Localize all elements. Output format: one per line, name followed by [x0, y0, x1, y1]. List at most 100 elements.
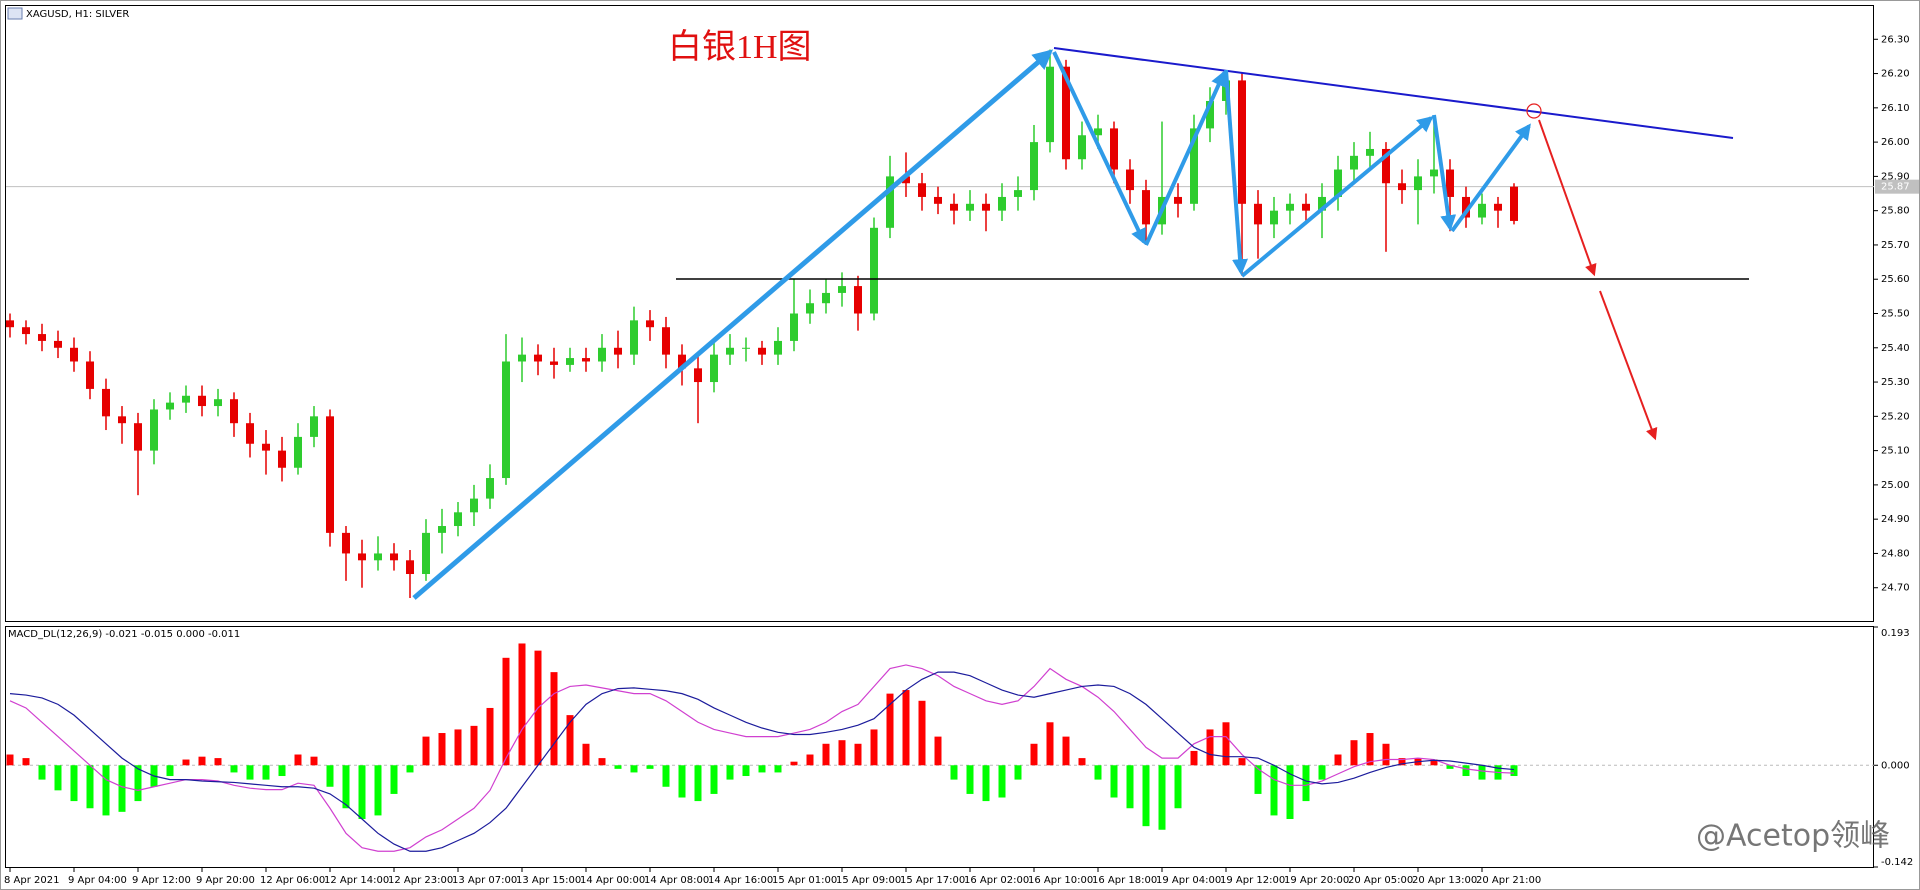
candle-body [982, 203, 990, 211]
candle-body [1430, 169, 1438, 177]
macd-bar [1238, 758, 1246, 766]
macd-bar [1174, 765, 1182, 809]
macd-bar [38, 765, 46, 780]
macd-bar [710, 765, 718, 794]
macd-bar [582, 743, 590, 766]
candle-body [422, 532, 430, 575]
macd-bar [1190, 750, 1198, 766]
macd-bar [166, 765, 174, 777]
macd-bar [1094, 765, 1102, 780]
candle-body [662, 327, 670, 355]
macd-bar [86, 765, 94, 809]
candle-body [598, 347, 606, 362]
forecast-arrow [1538, 119, 1597, 277]
touch-circle [1526, 103, 1542, 119]
candle-body [742, 347, 750, 349]
x-tick-label: 14 Apr 08:00 [644, 875, 709, 886]
candle-body [886, 176, 894, 228]
macd-bar [1350, 740, 1358, 766]
candle-body [838, 286, 846, 293]
macd-bar [1510, 765, 1518, 777]
current-price-box [1875, 179, 1919, 194]
y-tick-label: 26.30 [1881, 34, 1910, 45]
x-tick-label: 19 Apr 04:00 [1156, 875, 1221, 886]
watermark: @Acetop领峰 [1696, 819, 1890, 854]
macd-bar [1014, 765, 1022, 780]
x-tick-label: 15 Apr 01:00 [772, 875, 837, 886]
macd-bar [1046, 722, 1054, 766]
macd-bar [262, 765, 270, 780]
macd-bar [950, 765, 958, 780]
macd-bar [694, 765, 702, 802]
candle-body [966, 203, 974, 211]
x-tick-label: 12 Apr 06:00 [260, 875, 325, 886]
candle-body [1510, 186, 1518, 221]
x-tick-label: 9 Apr 20:00 [196, 875, 255, 886]
macd-bar [1430, 759, 1438, 766]
candle-body [1126, 169, 1134, 191]
x-tick-label: 15 Apr 17:00 [900, 875, 965, 886]
macd-bar [1270, 765, 1278, 816]
macd-line [9, 671, 1515, 852]
macd-bar [1078, 758, 1086, 766]
y-tick-label: 0.193 [1881, 628, 1910, 639]
macd-bar [342, 765, 350, 809]
candle-body [1414, 176, 1422, 191]
y-tick-label: -0.142 [1881, 857, 1913, 868]
macd-bar [662, 765, 670, 787]
y-tick-label: 25.40 [1881, 343, 1910, 354]
macd-bar [790, 761, 798, 766]
x-tick-label: 14 Apr 16:00 [708, 875, 773, 886]
macd-bar [1462, 765, 1470, 777]
candle-body [182, 395, 190, 403]
candle-body [1446, 169, 1454, 197]
macd-bar [822, 743, 830, 766]
macd-bar [1446, 765, 1454, 769]
candle-body [1094, 128, 1102, 136]
macd-bar [6, 754, 14, 766]
candle-body [694, 368, 702, 383]
x-tick-label: 20 Apr 13:00 [1412, 875, 1477, 886]
macd-bar [358, 765, 366, 819]
macd-bar [966, 765, 974, 794]
macd-bar [22, 758, 30, 766]
candle-body [726, 347, 734, 355]
candle-body [1046, 66, 1054, 143]
chart-title: 白银1H图 [668, 28, 812, 66]
candle-body [326, 416, 334, 533]
candle-body [438, 526, 446, 533]
candle-body [502, 361, 510, 479]
macd-bar [838, 740, 846, 766]
candle-body [54, 340, 62, 348]
resistance-line [1053, 47, 1734, 139]
macd-bar [1382, 743, 1390, 766]
macd-bar [310, 756, 318, 766]
macd-bar [1286, 765, 1294, 819]
x-tick-label: 9 Apr 12:00 [132, 875, 191, 886]
candle-body [454, 512, 462, 527]
macd-bar [1158, 765, 1166, 830]
macd-bar [518, 643, 526, 766]
candle-body [310, 416, 318, 437]
candle-body [1062, 66, 1070, 160]
candle-body [774, 340, 782, 355]
candle-body [934, 196, 942, 204]
x-tick-label: 20 Apr 21:00 [1476, 875, 1541, 886]
y-tick-label: 25.80 [1881, 206, 1910, 217]
macd-bar [678, 765, 686, 798]
y-tick-label: 25.30 [1881, 377, 1910, 388]
candle-body [1302, 203, 1310, 211]
macd-bar [1302, 765, 1310, 802]
y-tick-label: 26.00 [1881, 137, 1910, 148]
macd-bar [646, 765, 654, 769]
candle-body [550, 361, 558, 365]
y-tick-label: 25.50 [1881, 309, 1910, 320]
macd-bar [854, 743, 862, 766]
macd-bar [102, 765, 110, 816]
macd-bar [598, 758, 606, 766]
candle-body [918, 183, 926, 197]
zigzag-arrow [1144, 70, 1226, 246]
x-tick-label: 15 Apr 09:00 [836, 875, 901, 886]
symbol-icon [7, 7, 23, 20]
